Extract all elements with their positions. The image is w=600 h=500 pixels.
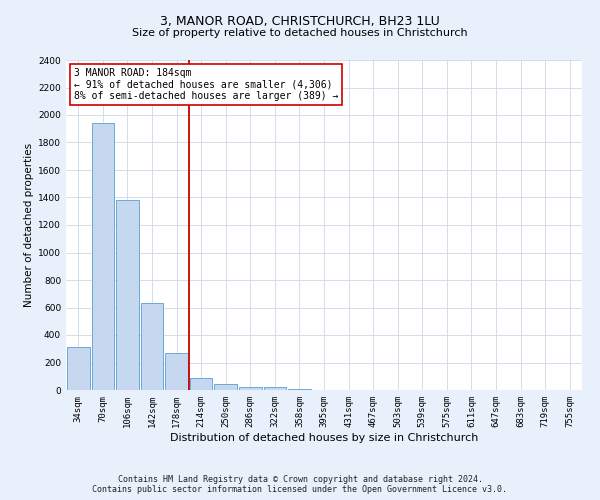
Bar (116, 200, 139, 390)
Bar (140, 304, 163, 390)
Bar (165, 353, 188, 390)
Bar (190, 378, 212, 390)
Text: Contains HM Land Registry data © Crown copyright and database right 2024.
Contai: Contains HM Land Registry data © Crown c… (92, 474, 508, 494)
Bar (92, 123, 114, 390)
Bar (263, 387, 286, 390)
Text: 3, MANOR ROAD, CHRISTCHURCH, BH23 1LU: 3, MANOR ROAD, CHRISTCHURCH, BH23 1LU (160, 15, 440, 28)
Bar (239, 386, 262, 390)
Text: 3 MANOR ROAD: 184sqm
← 91% of detached houses are smaller (4,306)
8% of semi-det: 3 MANOR ROAD: 184sqm ← 91% of detached h… (74, 68, 338, 102)
Bar (67, 348, 89, 390)
Y-axis label: Number of detached properties: Number of detached properties (24, 143, 34, 307)
Text: Size of property relative to detached houses in Christchurch: Size of property relative to detached ho… (132, 28, 468, 38)
Bar (214, 384, 237, 390)
X-axis label: Distribution of detached houses by size in Christchurch: Distribution of detached houses by size … (170, 432, 478, 442)
